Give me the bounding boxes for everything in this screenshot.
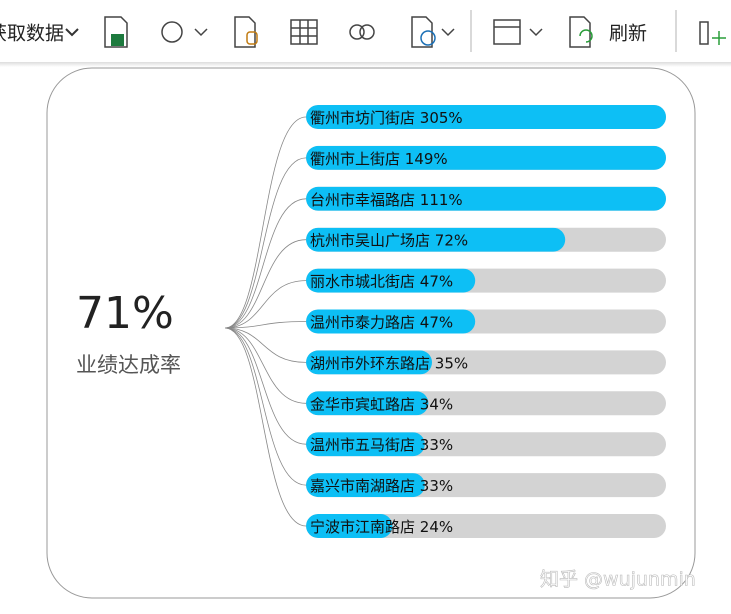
watermark: 知乎 @wujunmin [540,569,696,591]
connector [224,327,307,404]
value-label: 47% [420,313,453,331]
toolbar-shadow [0,62,731,67]
bar-label: 温州市泰力路店 47% [310,313,453,331]
toolbar-button[interactable]: 刷新 [609,23,647,45]
bar [306,391,429,416]
dropdown-arrow [65,28,79,37]
kpi-value: 71% [76,288,174,339]
category-label: 衢州市坊门街店 [310,109,415,127]
value-label: 149% [405,149,448,167]
connector [224,239,307,329]
category-label: 金华市宾虹路店 [310,395,415,413]
bar-label: 湖州市外环东路店 35% [310,354,468,372]
category-label: 台州市幸福路店 [310,190,415,208]
bar-label: 台州市幸福路店 111% [310,190,463,208]
connector [224,327,307,363]
toolbar-button[interactable]: 获取数据 [0,23,64,45]
value-label: 33% [420,477,453,495]
bar-label: 杭州市吴山广场店 72% [310,231,468,249]
category-label: 湖州市外环东路店 [310,354,430,372]
value-label: 24% [420,518,453,536]
bar [306,350,432,375]
category-label: 嘉兴市南湖路店 [310,477,415,495]
connector [224,116,307,329]
value-label: 34% [420,395,453,413]
kpi-label: 业绩达成率 [76,353,181,377]
category-label: 衢州市上街店 [310,149,400,167]
value-label: 111% [420,190,463,208]
category-label: 宁波市江南路店 [310,518,415,536]
bar [306,268,476,293]
bar [306,514,393,538]
bar-label: 丽水市城北街店 47% [310,272,453,290]
bar-label: 衢州市上街店 149% [310,149,448,167]
category-label: 丽水市城北街店 [310,272,415,290]
toolbar [0,0,731,62]
bar [306,186,666,211]
bar [306,309,476,334]
value-label: 305% [420,109,463,127]
bar-label: 嘉兴市南湖路店 33% [310,477,453,495]
value-label: 47% [420,272,453,290]
track [306,514,666,538]
bar [306,145,666,170]
bars: 衢州市坊门街店 305% 衢州市上街店 149% 台州市幸福路店 111% 杭州市吴山… [224,105,666,538]
bar [306,105,666,129]
category-label: 温州市五马街店 [310,436,415,454]
toolbar-icons [104,10,726,52]
category-label: 杭州市吴山广场店 [310,231,430,249]
value-label: 33% [420,436,453,454]
bar-label: 金华市宾虹路店 34% [310,395,453,413]
connector [224,280,307,329]
bar [306,432,425,457]
connector [224,198,307,329]
connector [224,157,307,329]
connector [224,327,307,527]
bar-label: 衢州市坊门街店 305% [310,109,463,127]
category-label: 温州市泰力路店 [310,313,415,331]
connector [224,327,307,486]
bar-label: 宁波市江南路店 24% [310,518,453,536]
bar-label: 温州市五马街店 33% [310,436,453,454]
connector [224,327,307,445]
value-label: 35% [435,354,468,372]
value-label: 72% [435,231,468,249]
bar [306,473,425,498]
bar [306,227,566,252]
connector [224,321,307,329]
